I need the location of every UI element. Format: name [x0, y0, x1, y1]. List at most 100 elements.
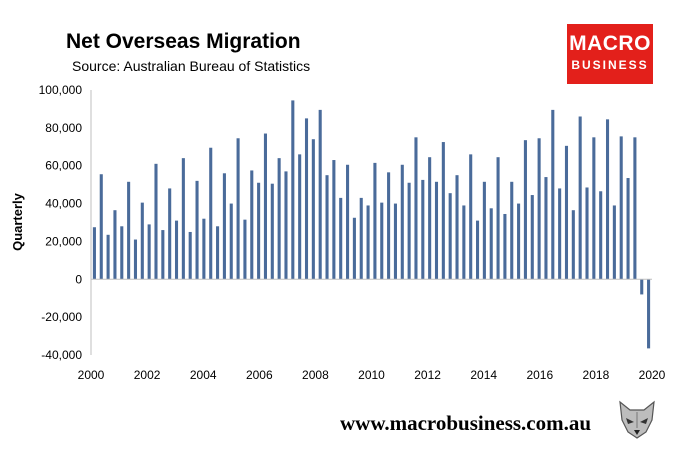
bar-quarter-47 [407, 182, 411, 280]
migration-bar-chart: -40,000 -20,000 0 20,000 40,000 60,000 80,000 1… [10, 83, 666, 382]
bar-quarter-19 [216, 226, 220, 280]
bar-quarter-16 [195, 180, 199, 280]
x-tick-label: 2004 [190, 368, 217, 382]
bar-quarter-35 [325, 175, 329, 280]
bar-quarter-42 [373, 162, 377, 280]
bar-quarter-22 [236, 138, 240, 280]
bar-quarter-77 [612, 205, 616, 280]
bar-quarter-41 [366, 205, 370, 280]
bar-quarter-59 [489, 208, 493, 280]
bar-quarter-5 [120, 226, 124, 280]
x-tick-label: 2006 [246, 368, 273, 382]
bar-quarter-57 [476, 220, 480, 280]
bar-quarter-21 [229, 203, 233, 280]
y-tick-label: 0 [75, 272, 82, 286]
bar-quarter-31 [298, 154, 302, 280]
website-url[interactable]: www.macrobusiness.com.au [340, 411, 592, 435]
y-tick-labels: -40,000 -20,000 0 20,000 40,000 60,000 80,000 1… [39, 83, 83, 362]
y-tick-label: 100,000 [39, 83, 83, 97]
bar-quarter-8 [140, 202, 144, 280]
bar-quarter-14 [181, 158, 185, 280]
x-tick-label: 2002 [134, 368, 161, 382]
x-tick-label: 2010 [358, 368, 385, 382]
bar-quarter-74 [592, 137, 596, 280]
x-tick-labels: 2000 2002 2004 2006 2008 2010 2012 2014 2016 2018… [78, 368, 666, 382]
bar-quarter-69 [558, 188, 562, 280]
x-tick-label: 2014 [470, 368, 497, 382]
bar-quarter-40 [359, 197, 363, 280]
bar-quarter-75 [599, 191, 603, 280]
bar-quarter-51 [434, 181, 439, 280]
bar-quarter-44 [387, 172, 391, 280]
y-tick-label: -40,000 [41, 348, 82, 362]
bar-quarter-73 [585, 187, 589, 280]
macrobusiness-logo: MACRO BUSINESS [567, 24, 653, 84]
x-tick-label: 2008 [302, 368, 329, 382]
bar-quarter-78 [619, 136, 623, 280]
bar-quarter-66 [537, 138, 541, 280]
bar-quarter-50 [428, 157, 432, 280]
bar-quarter-72 [578, 116, 582, 280]
x-tick-label: 2016 [526, 368, 553, 382]
x-tick-label: 2018 [583, 368, 610, 382]
bar-quarter-54 [455, 175, 459, 280]
bar-quarter-43 [380, 202, 384, 280]
bar-quarter-27 [270, 183, 274, 280]
bar-quarter-29 [284, 171, 288, 280]
bar-quarter-79 [626, 178, 630, 280]
bar-quarter-3 [106, 234, 110, 280]
bar-quarter-25 [257, 182, 261, 280]
wolf-mascot-icon [619, 400, 655, 439]
bar-quarter-2 [99, 174, 103, 280]
y-tick-label: 60,000 [45, 159, 82, 173]
bar-quarter-24 [250, 170, 254, 280]
bar-quarter-15 [188, 231, 192, 280]
bar-quarter-68 [551, 109, 555, 280]
bar-quarter-26 [263, 133, 267, 280]
bar-quarter-23 [243, 219, 247, 280]
bar-quarter-64 [523, 140, 527, 280]
bar-quarter-60 [496, 157, 500, 280]
bar-quarter-76 [605, 119, 610, 280]
bar-quarter-13 [174, 220, 179, 280]
y-tick-label: 40,000 [45, 197, 82, 211]
bar-quarter-67 [544, 177, 548, 280]
bar-quarter-61 [503, 213, 507, 280]
bar-quarter-34 [318, 109, 322, 280]
x-tick-label: 2000 [78, 368, 105, 382]
bar-quarter-20 [222, 173, 226, 280]
bar-quarter-48 [414, 137, 418, 280]
bar-quarter-53 [448, 193, 452, 280]
bar-quarter-33 [311, 139, 315, 280]
bar-quarter-1 [92, 227, 96, 280]
bar-quarter-70 [564, 145, 569, 280]
bar-quarter-6 [127, 181, 131, 280]
y-axis-label: Quarterly [10, 192, 25, 251]
bar-quarter-80 [633, 137, 637, 280]
bar-quarter-18 [209, 147, 213, 280]
bar-quarter-39 [352, 217, 356, 280]
bar-quarter-4 [113, 210, 117, 280]
bar-quarter-38 [346, 164, 350, 280]
bars-group [92, 100, 651, 349]
bar-quarter-62 [510, 181, 514, 280]
chart-title: Net Overseas Migration [66, 30, 301, 53]
bar-quarter-58 [482, 181, 486, 280]
bar-quarter-55 [462, 205, 466, 280]
y-tick-label: 80,000 [45, 121, 82, 135]
bar-quarter-11 [161, 230, 165, 280]
bar-quarter-10 [154, 163, 158, 280]
bar-quarter-36 [332, 160, 336, 280]
bar-quarter-71 [571, 210, 575, 280]
bar-quarter-52 [441, 142, 445, 280]
bar-quarter-17 [202, 218, 206, 280]
bar-quarter-65 [530, 195, 534, 280]
chart-subtitle: Source: Australian Bureau of Statistics [72, 58, 311, 74]
bar-quarter-82 [647, 279, 651, 349]
bar-quarter-28 [277, 158, 281, 280]
bar-quarter-12 [168, 188, 172, 280]
bar-quarter-45 [393, 203, 397, 280]
bar-quarter-37 [339, 197, 343, 280]
y-tick-label: 20,000 [45, 234, 82, 248]
bar-quarter-7 [133, 239, 138, 280]
